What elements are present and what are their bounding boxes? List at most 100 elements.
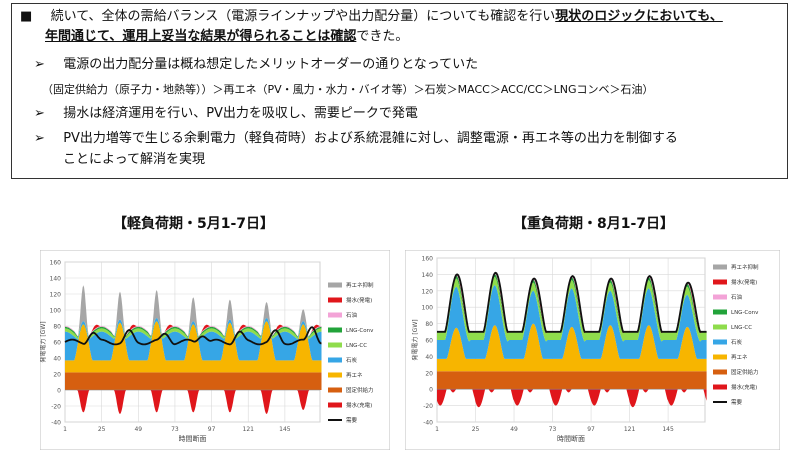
x-tick-label: 1 [435,426,439,433]
legend-label: 石油 [731,293,743,301]
y-tick-label: 100 [50,308,62,315]
light-load-chart: 160 140 120 100 80 60 40 20 0 -20 -401 25 49 73 97 121 1… [40,250,390,450]
legend-swatch [713,354,727,360]
summary-text-1b: 現状のロジックにおいても、 [555,9,723,24]
summary-text-1a: 続いて、全体の需給バランス（電源ラインナップや出力配分量）についても確認を行い [50,9,556,24]
legend-swatch [713,339,727,345]
legend-label: LNG-Conv [731,310,759,316]
legend-label: 需要 [731,399,743,406]
y-tick-label: -20 [51,404,61,411]
legend-label: 固定供給力 [346,386,374,394]
legend-label: LNG-CC [346,343,367,349]
legend-swatch [713,324,727,330]
sub-marker-icon: ➢ [34,106,45,121]
area-series-lconv [65,318,322,338]
sub-text-3a: PV出力増等で生じる余剰電力（軽負荷時）および系統混雑に対し、調整電源・再エネ等… [63,131,678,146]
x-tick-label: 1 [63,426,67,433]
legend-swatch [328,387,342,393]
legend-label: 再エネ [346,372,363,379]
legend-swatch [713,384,727,390]
x-tick-label: 25 [98,426,106,433]
bullet-marker: ■ [20,9,33,24]
chart-title-light-load: 【軽負荷期・5月1-7日】 [113,216,275,232]
legend-swatch [328,342,342,348]
area-series-fixed [437,371,707,390]
summary-line-1: ■ 続いて、全体の需給バランス（電源ラインナップや出力配分量）についても確認を行… [20,8,723,26]
legend-label: 再エネ抑制 [731,263,759,271]
y-tick-label: 100 [422,305,434,312]
area-series-coal [65,318,322,361]
y-tick-label: 140 [422,272,434,279]
legend-swatch [328,327,342,333]
legend-swatch [328,357,342,363]
y-tick-label: -40 [51,420,61,427]
sub-text-1: 電源の出力配分量は概ね想定したメリットオーダーの通りとなっていた [63,57,479,72]
area-series-curt [65,285,322,337]
y-tick-label: 80 [425,321,433,328]
legend-swatch [713,309,727,315]
summary-text-2b: できた。 [356,29,409,44]
x-tick-label: 73 [549,426,557,433]
chart-title-heavy-load: 【重負荷期・8月1-7日】 [513,216,675,232]
x-tick-label: 73 [171,426,179,433]
legend-swatch [328,312,342,318]
line-series-demand [64,326,322,346]
legend-swatch [328,282,342,288]
legend-swatch [713,264,727,270]
y-axis-label: 発電電力 [GW] [40,321,47,362]
legend-label: 石炭 [731,339,743,346]
legend-label: 揚水(発電) [346,296,372,304]
legend-swatch [328,297,342,303]
legend-label: 揚水(発電) [731,278,757,286]
legend-swatch [328,402,342,408]
x-tick-label: 49 [134,426,142,433]
y-tick-label: 20 [53,372,61,379]
x-tick-label: 97 [208,426,216,433]
y-tick-label: 80 [53,324,61,331]
x-tick-label: 145 [662,426,674,433]
sub-text-3b: ことによって解消を実現 [63,152,205,167]
legend-label: LNG-Conv [346,328,374,334]
legend-swatch [328,372,342,378]
legend-label: 再エネ [731,354,748,361]
y-tick-label: 160 [50,260,62,267]
x-tick-label: 121 [243,426,255,433]
area-series-lcc [65,318,322,340]
sub-bullet-3: ➢ PV出力増等で生じる余剰電力（軽負荷時）および系統混雑に対し、調整電源・再エ… [34,130,678,148]
sub-text-2: 揚水は経済運用を行い、PV出力を吸収し、需要ピークで発電 [63,106,418,121]
summary-text-2a: 年間通じて、運用上妥当な結果が得られることは確認 [45,29,357,44]
sub-bullet-1: ➢ 電源の出力配分量は概ね想定したメリットオーダーの通りとなっていた [34,56,478,74]
x-tick-label: 97 [587,426,595,433]
y-tick-label: 40 [425,354,433,361]
x-tick-label: 25 [472,426,480,433]
y-tick-label: -20 [423,403,433,410]
area-series-re [437,323,707,372]
y-axis-label: 発電電力 [GW] [411,319,419,360]
legend-label: 揚水(充電) [346,401,372,409]
y-tick-label: 160 [422,256,434,263]
area-series-pump-charge [65,390,322,414]
x-tick-label: 121 [624,426,636,433]
y-tick-label: 0 [429,387,433,394]
area-series-lcc [437,276,707,342]
legend-label: LNG-CC [731,325,752,331]
legend-swatch [713,279,727,285]
area-series-re [65,321,322,373]
legend-label: 石炭 [346,357,358,364]
legend-label: 揚水(充電) [731,383,757,391]
legend-swatch [713,294,727,300]
sub-bullet-2: ➢ 揚水は経済運用を行い、PV出力を吸収し、需要ピークで発電 [34,105,418,123]
heavy-load-chart: 160 140 120 100 80 60 40 20 0 -20 -401 25 49 73 97 121 1… [405,250,780,450]
y-tick-label: 120 [50,292,62,299]
y-tick-label: 60 [53,340,61,347]
x-tick-label: 49 [510,426,518,433]
y-tick-label: 40 [53,356,61,363]
y-tick-label: 20 [425,370,433,377]
legend-label: 再エネ抑制 [346,281,374,289]
x-axis-label: 時間断面 [179,434,207,443]
y-tick-label: -40 [423,420,433,427]
x-tick-label: 145 [279,426,291,433]
sub-note-1: （固定供給力（原子力・地熱等））＞再エネ（PV・風力・水力・バイオ等）＞石炭＞M… [42,83,654,96]
legend-swatch [713,369,727,375]
summary-line-2: 年間通じて、運用上妥当な結果が得られることは確認できた。 [45,28,408,46]
